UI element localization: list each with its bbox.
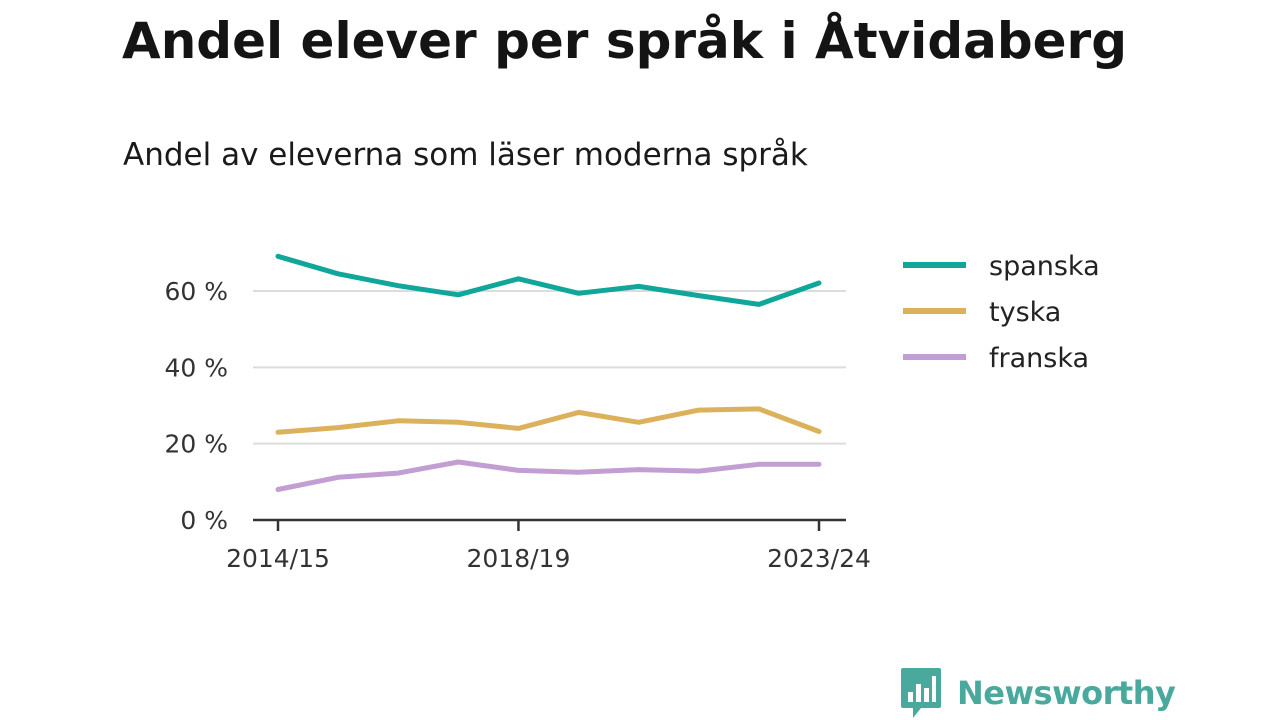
bar-chart-speech-icon <box>901 668 941 718</box>
series-line-tyska <box>275 406 822 435</box>
newsworthy-logo: Newsworthy <box>901 668 1176 718</box>
y-axis-tick-labels: 0 % 20 % 40 % 60 % <box>164 277 228 535</box>
brand-name: Newsworthy <box>957 674 1176 712</box>
series-lines <box>275 253 822 492</box>
y-tick-label: 60 % <box>164 277 228 306</box>
y-tick-label: 20 % <box>164 430 228 459</box>
legend-label-tyska: tyska <box>989 297 1061 328</box>
x-axis: 2014/15 2018/19 2023/24 <box>226 518 871 573</box>
legend-label-spanska: spanska <box>989 251 1100 282</box>
y-tick-label: 40 % <box>164 353 228 382</box>
chart-subtitle: Andel av eleverna som läser moderna språ… <box>123 137 808 173</box>
x-tick-label: 2023/24 <box>767 544 871 573</box>
legend-label-franska: franska <box>989 343 1089 374</box>
y-tick-label: 0 % <box>180 506 228 535</box>
series-line-franska <box>275 459 822 492</box>
gridlines <box>253 290 846 445</box>
chart-title: Andel elever per språk i Åtvidaberg <box>122 12 1128 70</box>
x-tick-label: 2018/19 <box>467 544 571 573</box>
series-line-spanska <box>275 253 822 307</box>
legend: spanska tyska franska <box>903 251 1100 374</box>
x-tick-label: 2014/15 <box>226 544 330 573</box>
